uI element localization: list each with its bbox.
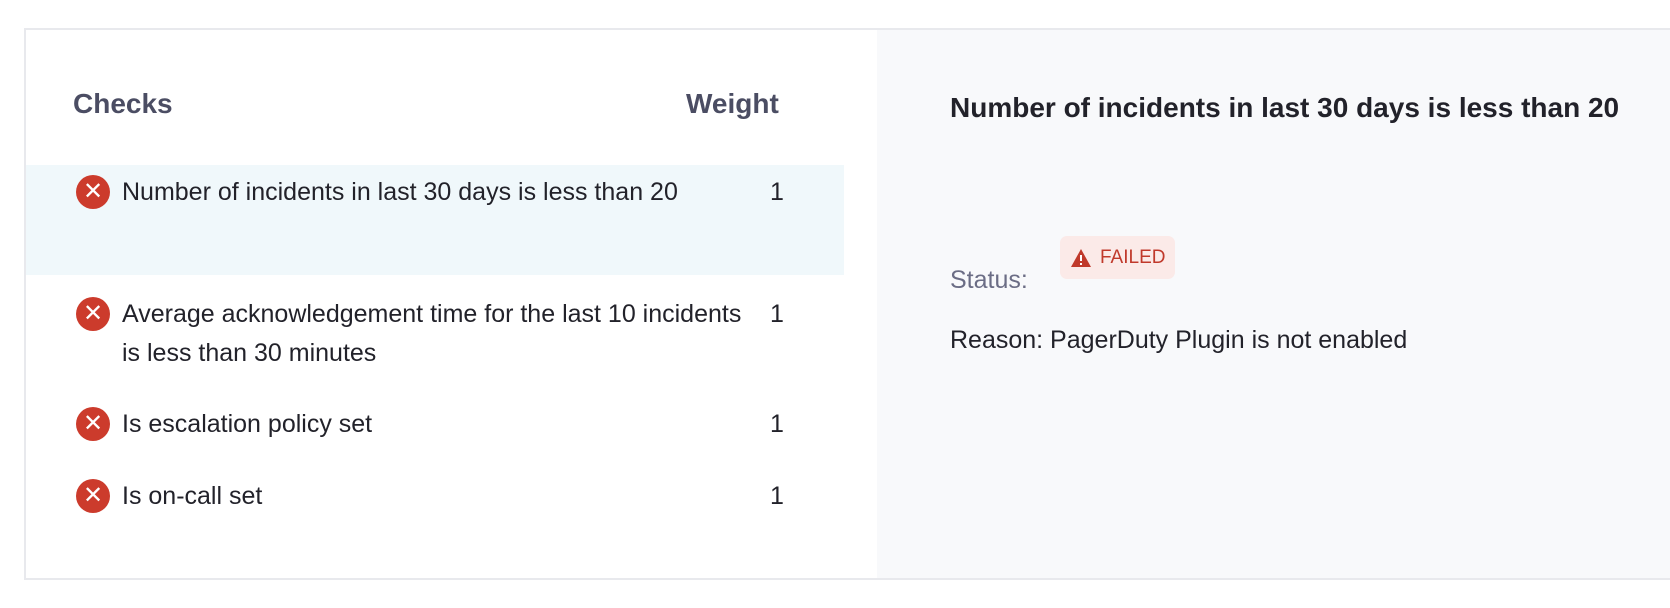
checks-header: Checks bbox=[73, 88, 173, 119]
checks-list: Checks Weight ✕ Number of incidents in l… bbox=[26, 30, 877, 578]
x-circle-icon: ✕ bbox=[76, 175, 110, 209]
detail-title: Number of incidents in last 30 days is l… bbox=[950, 92, 1620, 123]
check-row[interactable]: ✕ Average acknowledgement time for the l… bbox=[26, 275, 844, 385]
check-label: Average acknowledgement time for the las… bbox=[122, 300, 742, 367]
warning-triangle-icon bbox=[1071, 248, 1091, 267]
check-weight: 1 bbox=[770, 410, 784, 438]
x-circle-icon: ✕ bbox=[76, 479, 110, 513]
check-weight: 1 bbox=[770, 482, 784, 510]
check-weight: 1 bbox=[770, 178, 784, 206]
x-circle-icon: ✕ bbox=[76, 297, 110, 331]
check-detail-pane: Number of incidents in last 30 days is l… bbox=[877, 30, 1670, 578]
status-badge: FAILED bbox=[1060, 236, 1176, 279]
x-circle-icon: ✕ bbox=[76, 407, 110, 441]
status-value: FAILED bbox=[1100, 246, 1166, 268]
weight-header: Weight bbox=[686, 88, 779, 119]
check-label: Is escalation policy set bbox=[122, 410, 373, 438]
checks-panel: Checks Weight ✕ Number of incidents in l… bbox=[24, 28, 1670, 580]
check-weight: 1 bbox=[770, 300, 784, 328]
check-row[interactable]: ✕ Is escalation policy set 1 bbox=[26, 385, 844, 457]
status-label: Status: bbox=[950, 266, 1028, 294]
check-label: Number of incidents in last 30 days is l… bbox=[122, 178, 678, 206]
check-row[interactable]: ✕ Number of incidents in last 30 days is… bbox=[26, 165, 844, 275]
check-label: Is on-call set bbox=[122, 482, 263, 510]
check-row[interactable]: ✕ Is on-call set 1 bbox=[26, 457, 844, 529]
failure-reason: Reason: PagerDuty Plugin is not enabled bbox=[950, 326, 1408, 354]
